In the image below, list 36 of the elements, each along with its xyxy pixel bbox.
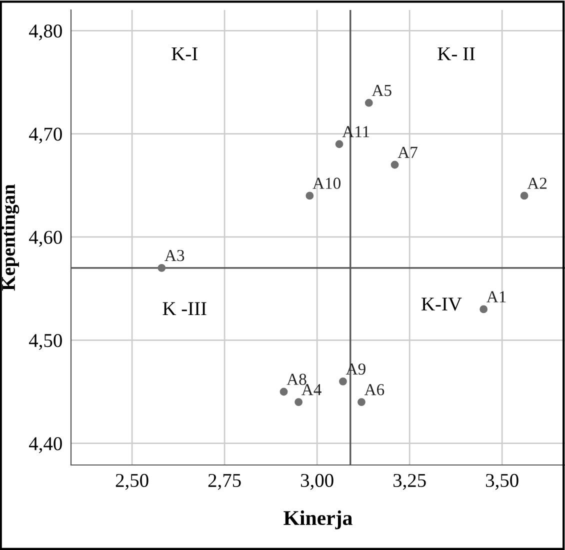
annotation: A8: [286, 374, 306, 385]
point: [520, 192, 528, 200]
annotation: A2: [527, 178, 547, 189]
y-tick-label: 4,80: [29, 24, 62, 40]
y-tick-label: 4,40: [29, 437, 62, 454]
y-tick-label: 4,50: [29, 334, 62, 350]
point: [358, 398, 366, 406]
x-tick-label: 3,50: [486, 474, 518, 490]
x-tick-label: 3,25: [394, 474, 426, 490]
annotation: A5: [372, 84, 392, 96]
annotation: A1: [486, 291, 506, 302]
x-axis-title: Kinerja: [284, 510, 352, 530]
annotation: K-I: [172, 47, 198, 60]
point: [335, 140, 344, 148]
annotation: A3: [164, 250, 184, 262]
x-tick-label: 2,75: [208, 474, 241, 490]
point: [390, 160, 399, 169]
point: [480, 305, 488, 314]
point: [280, 388, 288, 396]
point: [364, 98, 373, 107]
annotation: A4: [302, 384, 322, 396]
annotation: K-IV: [422, 298, 462, 311]
annotation: A7: [398, 146, 418, 158]
point: [294, 398, 303, 406]
annotation: K- II: [438, 47, 475, 60]
y-tick-label: 4,70: [29, 128, 62, 144]
y-axis-title: Kepentingan: [1, 184, 20, 291]
x-tick-label: 3,00: [300, 474, 334, 490]
annotation: K -III: [162, 302, 206, 315]
annotation: A10: [312, 178, 341, 189]
point: [339, 377, 347, 386]
point: [306, 192, 314, 200]
annotation: A6: [364, 384, 384, 396]
y-tick-label: 4,60: [29, 230, 62, 247]
x-tick-label: 2,50: [116, 474, 148, 490]
point: [158, 264, 166, 272]
